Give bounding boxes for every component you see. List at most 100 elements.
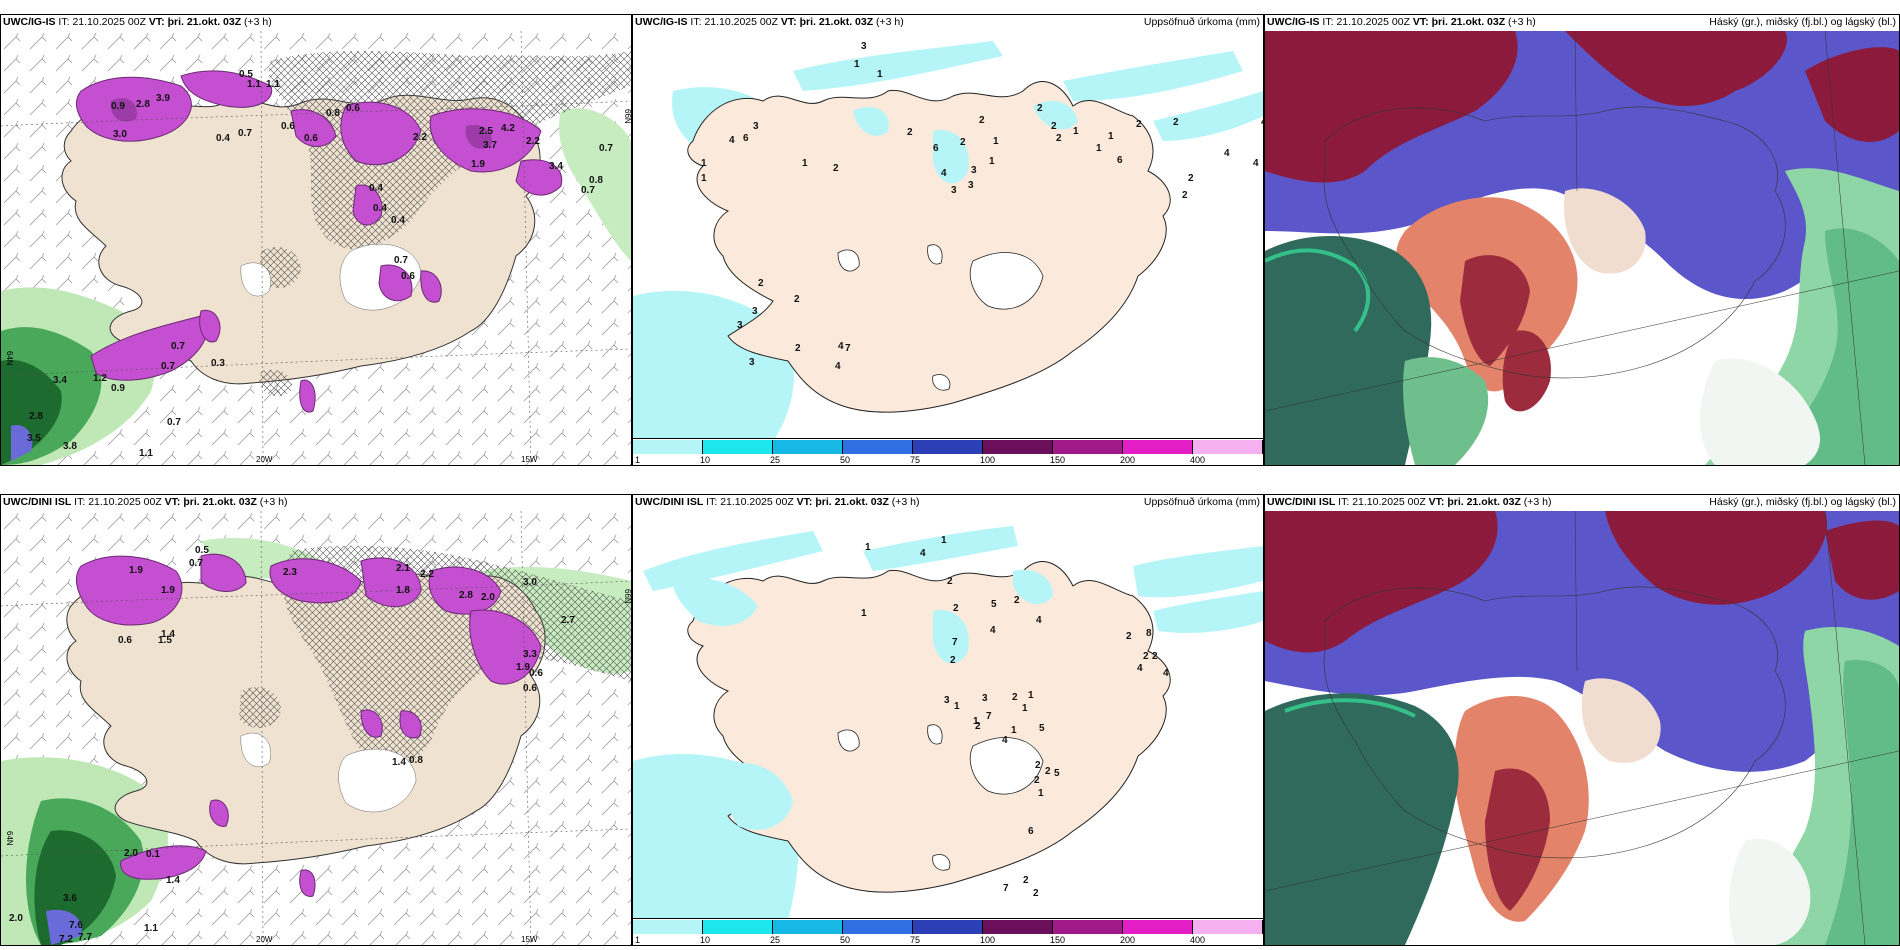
- colorbar-tick: 100: [980, 455, 996, 465]
- weather-map-row1: 20W 15W 66N 64N 0.51.1 1.10.9 2.83.93.0 0.4…: [1, 31, 631, 465]
- map-value-label: 0.6: [281, 121, 295, 132]
- map-value-label: 3.5: [27, 433, 41, 444]
- colorbar-swatch: [633, 440, 703, 454]
- cloud-title: Háský (gr.), miðský (fj.bl.) og lágský (…: [1709, 496, 1896, 508]
- map-value-label: 2.2: [413, 132, 427, 143]
- map-value-label: 2.0: [481, 592, 495, 603]
- colorbar-tick: 75: [910, 935, 921, 945]
- map-value-label: 4: [1002, 735, 1008, 746]
- title-bar: UWC/DINI ISL IT: 21.10.2025 00Z VT: þri.…: [1265, 495, 1899, 511]
- map-value-label: 1: [701, 158, 707, 169]
- map-value-label: 3.9: [156, 93, 170, 104]
- map-value-label: 7: [1003, 883, 1009, 894]
- colorbar-swatch: [913, 440, 983, 454]
- map-value-label: 1: [1096, 143, 1102, 154]
- map-value-label: 3: [982, 693, 988, 704]
- colorbar-swatch: [1053, 920, 1123, 934]
- map-value-label: 1: [989, 156, 995, 167]
- map-value-label: 0.7: [171, 341, 185, 352]
- colorbar-swatch: [1123, 440, 1193, 454]
- colorbar-tick: 25: [770, 935, 781, 945]
- map-value-label: 1.4: [161, 629, 175, 640]
- map-value-label: 4: [835, 361, 841, 372]
- map-value-label: 2: [907, 127, 913, 138]
- map-value-label: 2: [1152, 651, 1158, 662]
- map-value-label: 2: [1035, 760, 1041, 771]
- map-value-label: 3.4: [53, 375, 67, 386]
- map-value-label: 0.3: [211, 358, 225, 369]
- map-value-label: 3.0: [523, 577, 537, 588]
- map-value-label: 2: [1045, 766, 1051, 777]
- map-value-label: 0.4: [373, 203, 387, 214]
- map-value-label: 2.0: [124, 848, 138, 859]
- colorbar-tick: 200: [1120, 935, 1136, 945]
- colorbar-swatch: [843, 440, 913, 454]
- colorbar-swatch: [843, 920, 913, 934]
- title-bar: UWC/DINI ISL IT: 21.10.2025 00Z VT: þri.…: [1, 495, 631, 511]
- map-value-label: 0.7: [599, 143, 613, 154]
- panel-clouds-row1: UWC/IG-IS IT: 21.10.2025 00Z VT: þri. 21…: [1264, 14, 1900, 466]
- map-value-label: 0.6: [346, 103, 360, 114]
- map-value-label: 0.8: [409, 755, 423, 766]
- map-value-label: 0.7: [581, 185, 595, 196]
- map-value-label: 4: [729, 135, 735, 146]
- colorbar-swatch: [983, 920, 1053, 934]
- map-value-label: 1.1: [247, 79, 261, 90]
- colorbar-swatch: [983, 440, 1053, 454]
- map-value-label: 2.2: [526, 136, 540, 147]
- weather-value-labels-row1: 0.51.1 1.10.9 2.83.93.0 0.4 0.70.60.60.8 0.62…: [27, 69, 613, 459]
- map-value-label: 2.5: [479, 126, 493, 137]
- map-value-label: 1.4: [166, 875, 180, 886]
- lon-label-15w: 15W: [521, 455, 538, 464]
- title-bar: UWC/IG-IS IT: 21.10.2025 00Z VT: þri. 21…: [1265, 15, 1899, 31]
- map-value-label: 1: [802, 158, 808, 169]
- map-value-label: 4: [1163, 668, 1169, 679]
- map-value-label: 2: [979, 115, 985, 126]
- map-value-label: 2: [1182, 190, 1188, 201]
- panel-title: UWC/IG-IS IT: 21.10.2025 00Z VT: þri. 21…: [1267, 16, 1536, 28]
- colorbar-tick: 400: [1190, 935, 1206, 945]
- map-value-label: 1.9: [471, 159, 485, 170]
- map-value-label: 1.2: [93, 373, 107, 384]
- map-value-label: 1.5: [158, 635, 172, 646]
- panel-clouds-row2: UWC/DINI ISL IT: 21.10.2025 00Z VT: þri.…: [1264, 494, 1900, 946]
- colorbar-tick: 75: [910, 455, 921, 465]
- map-value-label: 2.8: [136, 99, 150, 110]
- map-value-label: 2: [1023, 875, 1029, 886]
- map-value-label: 4: [920, 548, 926, 559]
- map-value-label: 2: [1034, 775, 1040, 786]
- map-value-label: 0.4: [216, 133, 230, 144]
- map-value-label: 2: [1056, 133, 1062, 144]
- map-value-label: 3.7: [483, 140, 497, 151]
- map-value-label: 2: [1136, 119, 1142, 130]
- panel-weather-row2: 20W 15W 66N 64N 0.5 0.7 1.9 1.9 1.5 0.6 1.4 2.3…: [0, 494, 632, 946]
- map-value-label: 6: [1028, 826, 1034, 837]
- map-value-label: 7.2: [59, 934, 73, 945]
- lon-label-20w: 20W: [256, 455, 273, 464]
- colorbar-tick: 10: [700, 935, 711, 945]
- panel-title: UWC/DINI ISL IT: 21.10.2025 00Z VT: þri.…: [1267, 496, 1552, 508]
- cloud-title: Háský (gr.), miðský (fj.bl.) og lágský (…: [1709, 16, 1896, 28]
- map-value-label: 3.4: [549, 161, 563, 172]
- colorbar-swatch: [913, 920, 983, 934]
- map-value-label: 1: [993, 136, 999, 147]
- precip-title: Uppsöfnuð úrkoma (mm): [1143, 496, 1260, 508]
- lat-label-66n: 66N: [623, 589, 631, 604]
- map-value-label: 3: [971, 165, 977, 176]
- colorbar-tick: 10: [700, 455, 711, 465]
- title-bar: UWC/DINI ISL IT: 21.10.2025 00Z VT: þri.…: [633, 495, 1263, 511]
- map-value-label: 0.7: [394, 255, 408, 266]
- map-value-label: 1.1: [139, 448, 153, 459]
- map-value-label: 0.8: [589, 175, 603, 186]
- map-value-label: 0.8: [326, 108, 340, 119]
- map-value-label: 3: [968, 180, 974, 191]
- map-value-label: 4: [1224, 148, 1230, 159]
- colorbar-swatch: [773, 920, 843, 934]
- colorbar-tick: 150: [1050, 455, 1066, 465]
- colorbar-swatch: [773, 440, 843, 454]
- map-value-label: 1: [1108, 131, 1114, 142]
